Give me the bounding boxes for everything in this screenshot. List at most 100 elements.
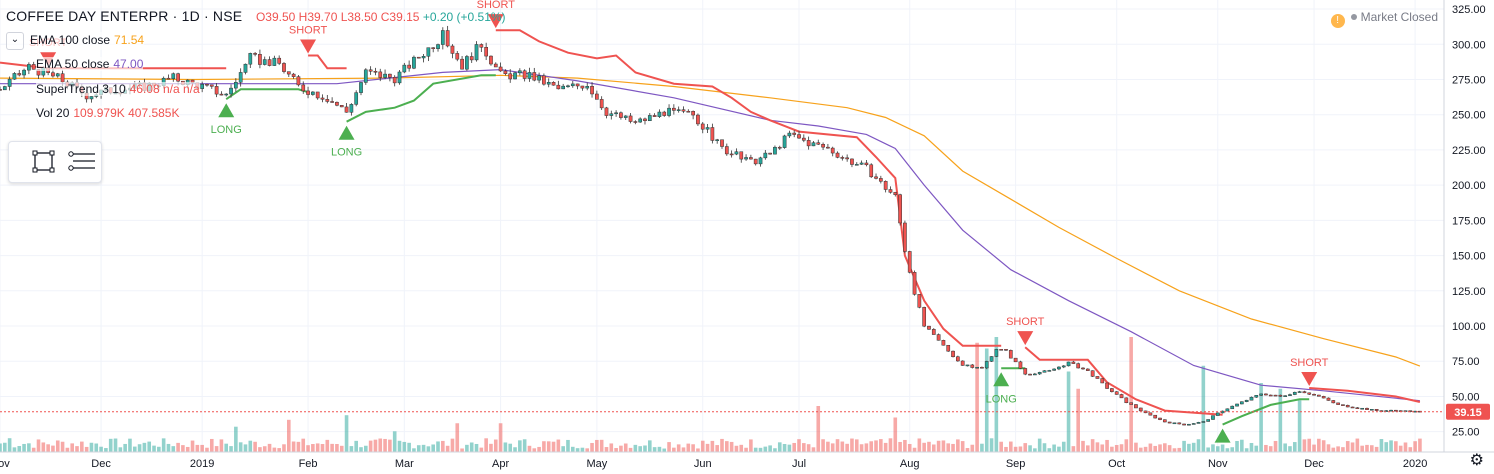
legend-label: Vol 20 (36, 106, 70, 120)
volume-bar (195, 444, 200, 452)
chevron-down-icon[interactable]: ⌄ (6, 32, 24, 50)
volume-bar (166, 443, 171, 452)
volume-bar (450, 438, 455, 452)
supertrend-line (346, 74, 496, 123)
ema100-line (0, 74, 1421, 367)
long-label: LONG (211, 124, 242, 136)
candle-body (354, 92, 359, 105)
volume-bar (965, 448, 970, 452)
candle-body (1071, 361, 1076, 364)
candle-body (811, 142, 816, 147)
candle-body (267, 59, 272, 66)
volume-bar (590, 442, 594, 452)
legend-volume[interactable]: Vol 20 109.979K 407.585K (36, 106, 180, 120)
candle-body (55, 73, 60, 77)
volume-bar (725, 441, 729, 452)
candle-body (493, 63, 498, 68)
candle-body (874, 176, 878, 179)
candle-body (859, 162, 864, 165)
candle-body (1297, 391, 1302, 393)
rectangle-tool-icon[interactable] (31, 150, 57, 174)
candle-body (609, 113, 614, 116)
candle-body (440, 30, 445, 45)
candle-body (643, 118, 647, 122)
volume-bar (667, 442, 671, 452)
volume-bar (392, 431, 397, 452)
volume-bar (941, 440, 946, 452)
volume-bar (1061, 441, 1066, 452)
volume-bar (1345, 441, 1350, 452)
volume-bar (7, 438, 12, 452)
volume-bar (777, 442, 782, 452)
volume-bar (773, 448, 777, 452)
volume-bar (758, 447, 763, 452)
volume-bar (1105, 439, 1109, 452)
lines-tool-icon[interactable] (67, 150, 95, 174)
candle-body (1317, 394, 1321, 397)
volume-bar (1215, 446, 1220, 452)
volume-bar (373, 439, 378, 452)
time-tick-label: May (586, 458, 607, 470)
candle-body (1138, 407, 1143, 412)
candle-body (590, 86, 594, 95)
volume-bar (267, 443, 272, 452)
candle-body (224, 93, 229, 96)
candle-body (729, 153, 734, 156)
candle-body (1302, 391, 1307, 394)
candle-body (0, 89, 2, 91)
candle-body (436, 44, 440, 49)
volume-bar (1129, 337, 1133, 452)
candle-body (460, 58, 464, 70)
gear-icon[interactable]: ⚙ (1469, 452, 1484, 469)
market-status-label: Market Closed (1360, 10, 1438, 24)
volume-bar (412, 448, 416, 452)
volume-bar (60, 441, 65, 452)
chart-header: COFFEE DAY ENTERPR · 1D · NSE O39.50 H39… (6, 8, 506, 24)
volume-bar (556, 439, 561, 452)
candle-body (1321, 396, 1326, 399)
candle-body (850, 158, 854, 165)
candle-body (517, 70, 522, 74)
volume-bar (31, 447, 36, 452)
price-tick-label: 150.00 (1452, 251, 1486, 263)
candle-body (826, 146, 830, 149)
candle-body (450, 45, 455, 54)
candle-body (330, 101, 334, 103)
legend-value: 46.08 n/a n/a (129, 82, 200, 96)
candle-body (965, 364, 970, 367)
candle-body (614, 112, 618, 115)
volume-bar (306, 445, 310, 452)
candle-body (1018, 361, 1023, 369)
volume-bar (1331, 447, 1336, 452)
legend-supertrend[interactable]: SuperTrend 3 10 46.08 n/a n/a (36, 82, 200, 96)
candle-body (1345, 404, 1350, 408)
candle-body (532, 72, 537, 81)
volume-bar (960, 441, 965, 452)
volume-bar (1264, 444, 1268, 452)
short-arrow-icon (487, 14, 504, 29)
legend-ema100[interactable]: ⌄ EMA 100 close 71.54 (6, 32, 145, 50)
volume-bar (1143, 446, 1148, 452)
volume-bar (315, 443, 320, 452)
candle-body (792, 132, 797, 135)
volume-bar (907, 443, 912, 452)
volume-bar (190, 440, 195, 452)
candle-body (445, 30, 450, 47)
candle-body (291, 73, 296, 77)
warning-icon[interactable]: ! (1330, 14, 1345, 28)
legend-ema50[interactable]: EMA 50 close 47.00 (36, 57, 144, 71)
price-tick-label: 75.00 (1452, 356, 1480, 368)
volume-bar (1413, 441, 1417, 452)
volume-bar (681, 447, 686, 452)
volume-bar (104, 448, 108, 452)
volume-bar (734, 445, 739, 452)
legend-value: 109.979K 407.585K (73, 106, 180, 120)
symbol-title[interactable]: COFFEE DAY ENTERPR · 1D · NSE (6, 8, 243, 24)
candle-body (1110, 388, 1114, 392)
volume-bar (821, 439, 825, 452)
candle-body (1292, 391, 1297, 395)
volume-bar (253, 441, 257, 452)
candle-body (999, 349, 1004, 351)
volume-bar (1374, 446, 1379, 452)
